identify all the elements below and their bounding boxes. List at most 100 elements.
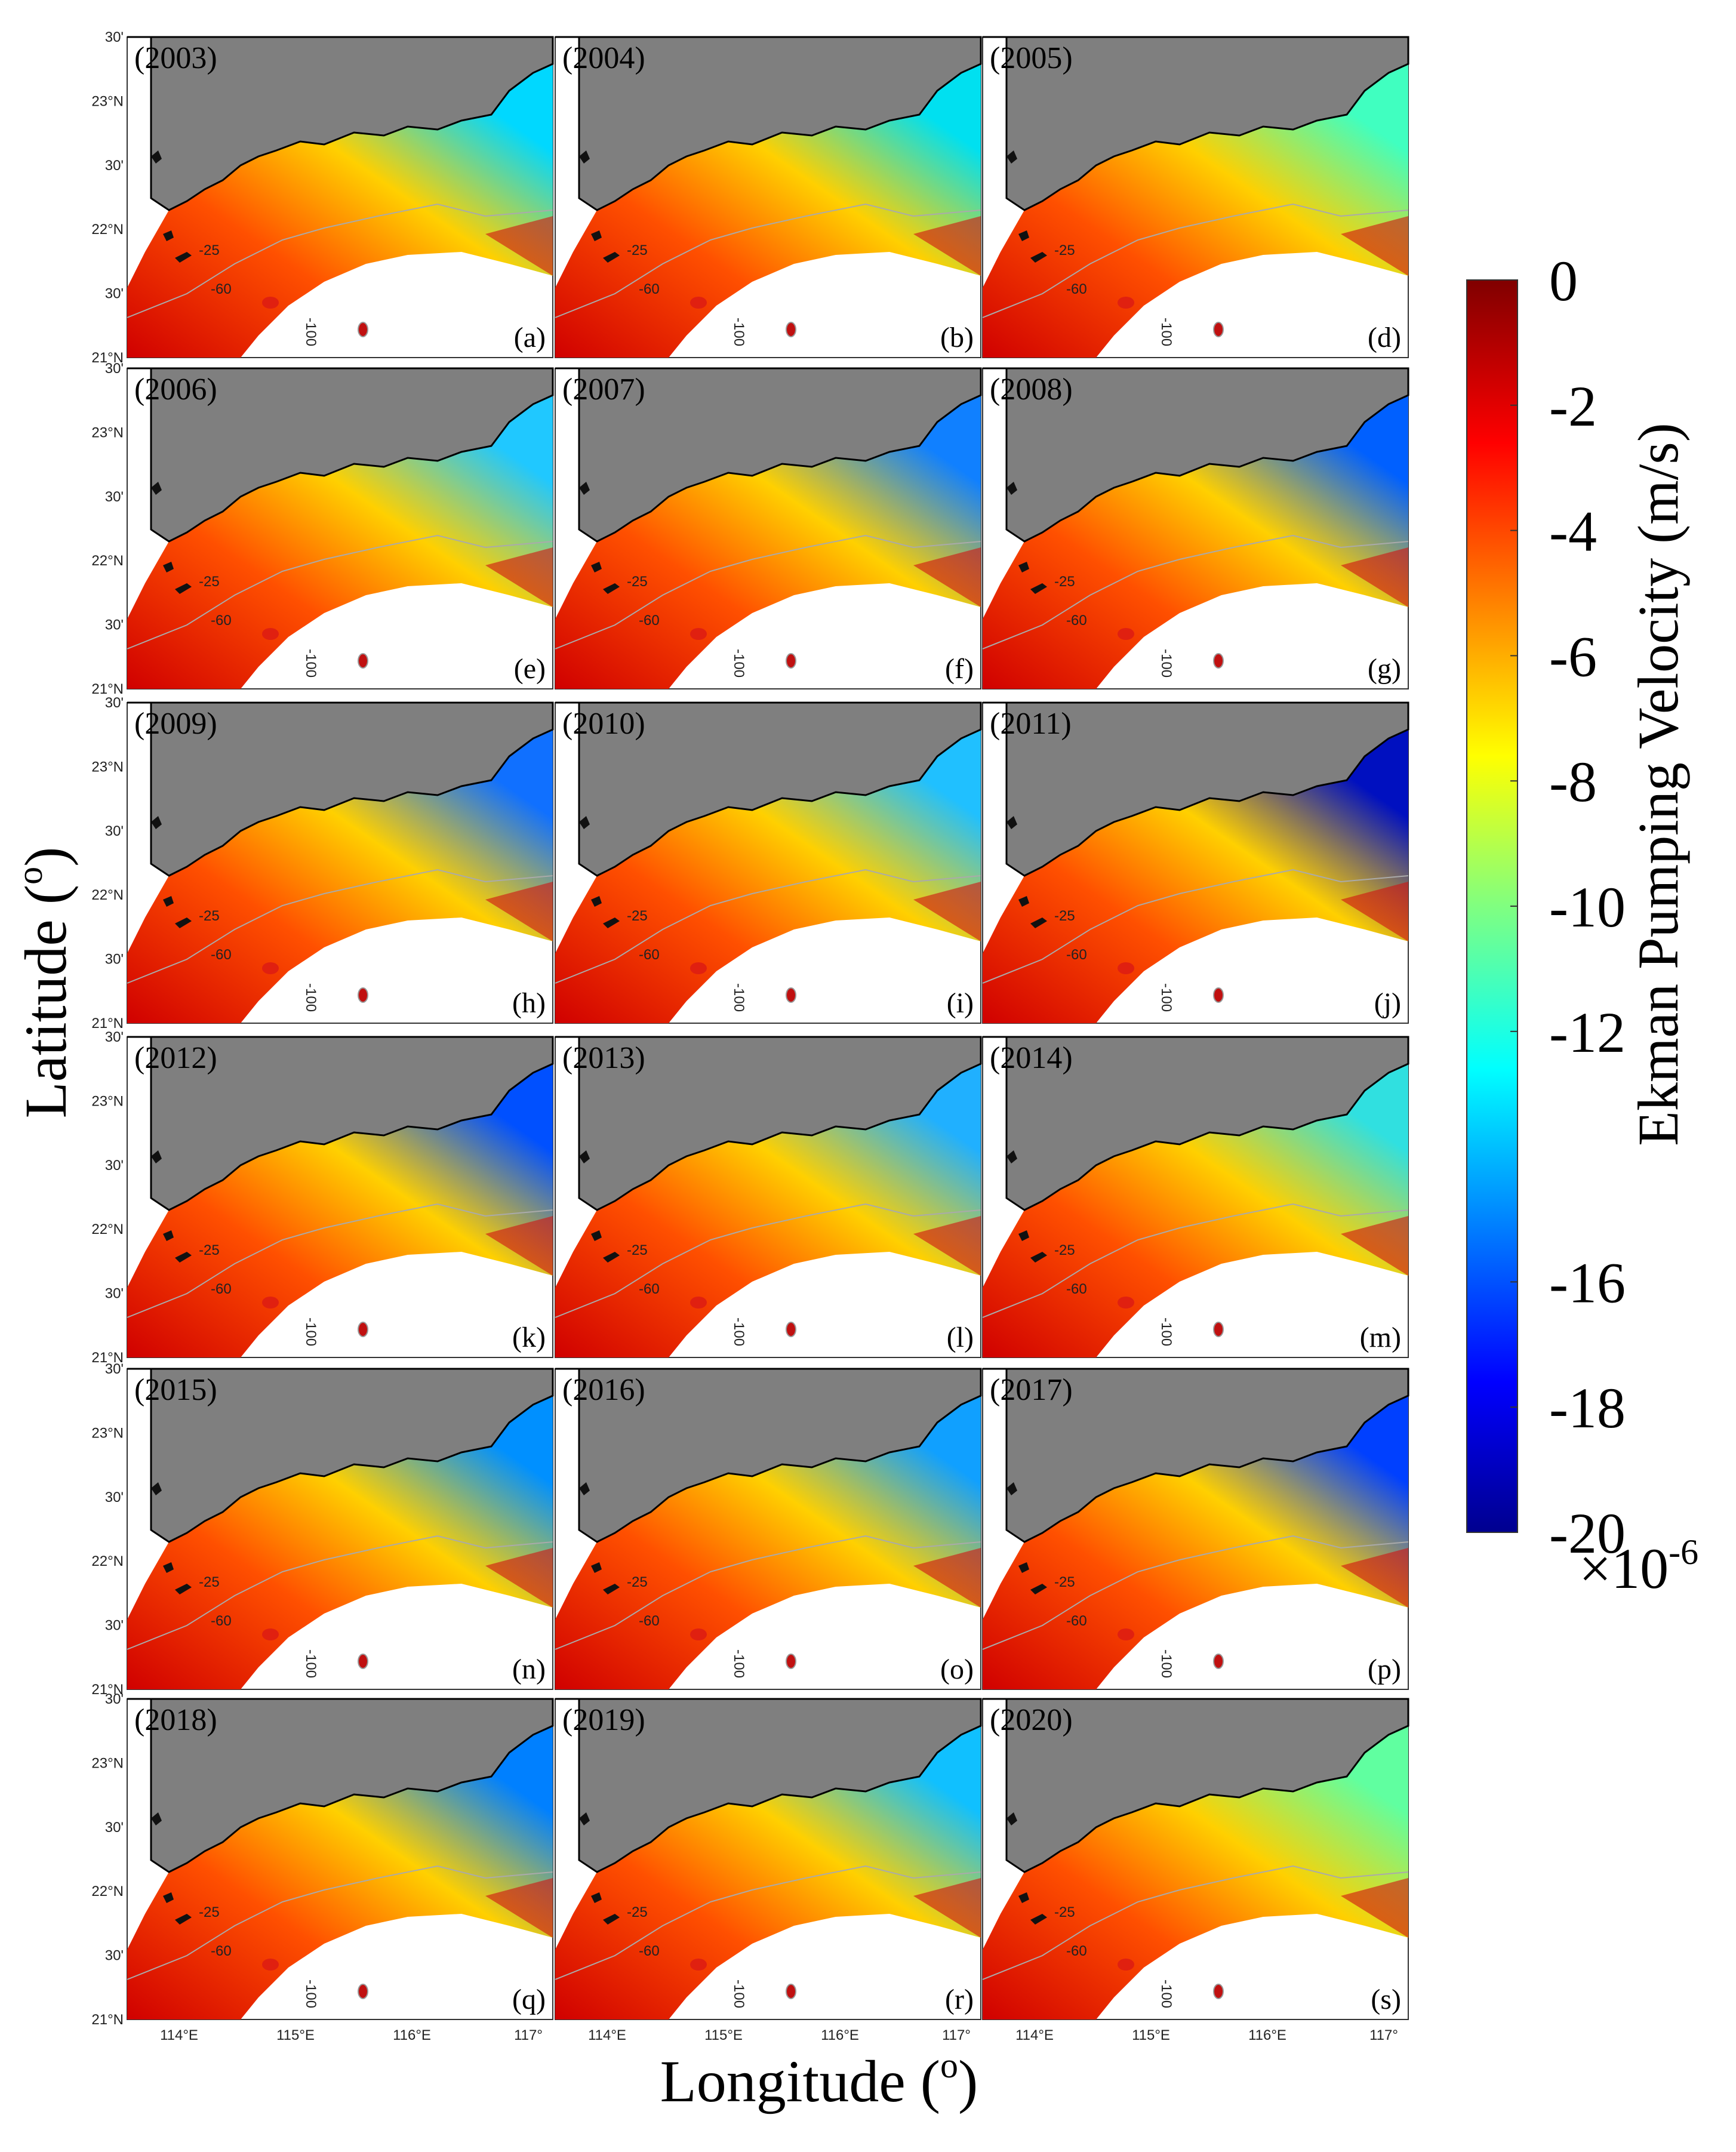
lat-tick-label: 22°N — [91, 1553, 124, 1569]
lat-tick-label: 30' — [105, 489, 124, 505]
island-patch — [1213, 1984, 1224, 1999]
island-patch — [1213, 653, 1224, 669]
map-panel: -25 -60 -100 (2006) (e) — [127, 367, 554, 689]
sea-field — [127, 729, 553, 1023]
panel-letter: (b) — [940, 322, 974, 353]
sea-field — [127, 1064, 553, 1357]
contour — [982, 1535, 1409, 1650]
colorbar-tick-label: -12 — [1549, 1000, 1626, 1064]
x-axis-label-part: Longitude ( — [660, 2048, 940, 2114]
contour — [127, 203, 553, 318]
contour-label: -60 — [1066, 612, 1087, 629]
panel-year: (2005) — [990, 41, 1073, 75]
panel-letter: (e) — [514, 653, 546, 685]
contour — [127, 869, 553, 984]
contour-label: -25 — [199, 1574, 220, 1590]
map-panel: -25 -60 -100 (2011) (j) — [982, 701, 1409, 1024]
contour-label: -60 — [639, 1281, 660, 1297]
lon-tick-label: 114°E — [588, 2027, 626, 2043]
island-patch — [786, 1654, 796, 1669]
islands — [579, 1812, 620, 1925]
island-patch — [262, 1297, 279, 1309]
coast-shade — [913, 1878, 981, 1938]
contour — [555, 1535, 981, 1650]
lat-tick-label: 30' — [105, 1618, 124, 1634]
land — [555, 701, 982, 877]
panel-letter: (n) — [512, 1654, 546, 1685]
contour — [127, 534, 553, 649]
contour-label: -60 — [639, 1943, 660, 1959]
lat-tick-label: 23°N — [91, 1093, 124, 1109]
y-axis-label-part: Latitude ( — [13, 885, 79, 1119]
lon-tick-label: 115°E — [276, 2027, 315, 2043]
contour — [982, 203, 1409, 318]
lat-tick-label: 30' — [105, 1361, 124, 1377]
island-patch — [262, 1628, 279, 1640]
island-patch — [786, 987, 796, 1003]
contour-label: -100 — [1158, 1979, 1174, 2008]
lon-tick-label: 115°E — [704, 2027, 743, 2043]
lat-tick-label: 30' — [105, 695, 124, 711]
contour-label: -25 — [627, 242, 648, 258]
contour-label: -100 — [1158, 649, 1174, 678]
lon-tick-label: 116°E — [393, 2027, 431, 2043]
y-axis-label-part: ) — [13, 847, 79, 867]
island-patch — [1118, 1297, 1134, 1309]
map-panel: -25 -60 -100 (2007) (f) — [555, 367, 982, 689]
panel-year: (2006) — [134, 372, 217, 407]
islands — [151, 1812, 192, 1925]
lat-tick-label: 30' — [105, 1691, 124, 1707]
coast-shade — [1341, 547, 1408, 607]
contour-label: -100 — [1158, 1649, 1174, 1678]
panel-letter: (o) — [940, 1654, 974, 1685]
contour-label: -100 — [731, 983, 747, 1012]
panel-year: (2008) — [990, 372, 1073, 407]
contour-label: -25 — [1054, 242, 1075, 258]
land — [983, 36, 1409, 211]
land — [555, 36, 982, 211]
lat-tick-label: 22°N — [91, 553, 124, 569]
contour-label: -60 — [1066, 947, 1087, 963]
island-patch — [1213, 1654, 1224, 1669]
coast-shade — [1341, 216, 1408, 276]
island-patch — [358, 653, 368, 669]
panel-letter: (q) — [512, 1984, 546, 2015]
colorbar-tick-label: -6 — [1549, 624, 1597, 688]
lat-tick-label: 21°N — [91, 1015, 124, 1032]
panel-year: (2003) — [134, 41, 217, 75]
contour — [555, 1203, 981, 1318]
land — [555, 367, 982, 543]
lat-tick-label: 30' — [105, 158, 124, 174]
contour — [127, 1865, 553, 1980]
contour — [982, 534, 1409, 649]
contour-label: -60 — [639, 1613, 660, 1629]
colorbar — [1466, 279, 1518, 1533]
land — [983, 1036, 1409, 1211]
panel-letter: (r) — [945, 1984, 974, 2015]
island-patch — [358, 322, 368, 337]
panel-letter: (f) — [945, 653, 974, 685]
contour — [555, 869, 981, 984]
sea-field — [555, 64, 981, 358]
map-panel: -25 -60 -100 (2008) (g) — [982, 367, 1409, 689]
contour-label: -60 — [211, 1613, 232, 1629]
islands — [1006, 150, 1047, 263]
island-patch — [262, 962, 279, 974]
island-patch — [1118, 297, 1134, 309]
colorbar-tick-label: 0 — [1549, 249, 1578, 313]
contour-label: -60 — [639, 281, 660, 297]
panel-letter: (i) — [947, 987, 974, 1019]
panel-year: (2019) — [562, 1703, 645, 1737]
lat-tick-label: 30' — [105, 952, 124, 968]
map-panel: -25 -60 -100 (2009) (h) — [127, 701, 554, 1024]
sea-field — [555, 395, 981, 689]
contour-label: -60 — [211, 1943, 232, 1959]
contour-label: -25 — [199, 1242, 220, 1258]
panel-letter: (l) — [947, 1322, 974, 1353]
islands — [151, 1482, 192, 1594]
coast-shade — [913, 547, 981, 607]
contour-label: -25 — [627, 574, 648, 590]
panel-year: (2010) — [562, 707, 645, 741]
coast-shade — [485, 1216, 553, 1276]
contour — [555, 1865, 981, 1980]
